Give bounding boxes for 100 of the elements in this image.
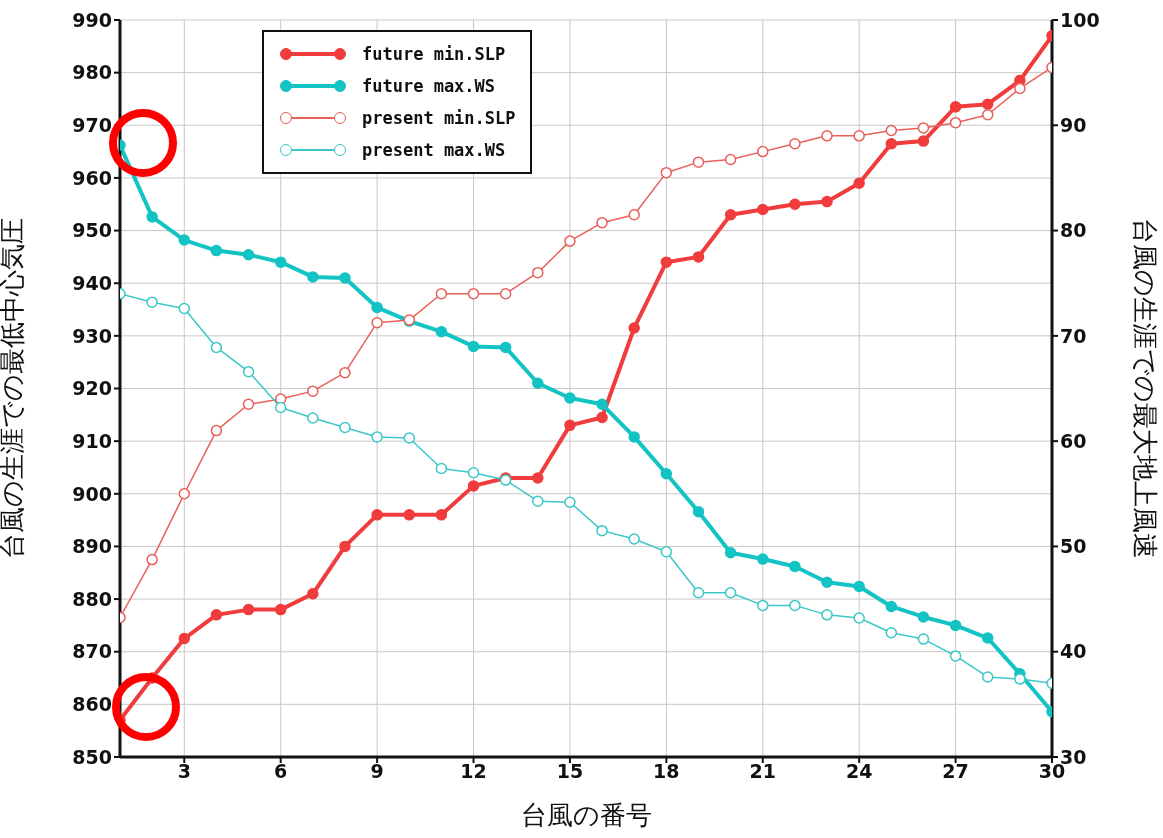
point bbox=[339, 540, 351, 553]
point bbox=[371, 316, 383, 329]
point bbox=[628, 322, 640, 334]
point bbox=[532, 377, 544, 389]
point bbox=[210, 244, 223, 257]
point bbox=[210, 609, 223, 621]
x-tick-label: 3 bbox=[177, 760, 191, 783]
point bbox=[564, 235, 576, 247]
legend-label: future min.SLP bbox=[362, 44, 506, 64]
point bbox=[885, 627, 898, 639]
point bbox=[307, 271, 319, 283]
point bbox=[274, 256, 287, 268]
x-axis-title: 台風の番号 bbox=[520, 800, 652, 830]
y-tick-label: 910 bbox=[72, 429, 112, 452]
x-tick-label: 9 bbox=[370, 760, 384, 783]
point bbox=[435, 287, 448, 300]
point bbox=[949, 101, 962, 113]
y-axis-title: 台風の生涯での最低中心気圧 bbox=[0, 218, 28, 559]
point bbox=[885, 600, 898, 613]
legend-label: present min.SLP bbox=[362, 108, 516, 128]
point bbox=[210, 424, 223, 437]
y-tick-label: 920 bbox=[72, 377, 112, 400]
point bbox=[789, 560, 801, 573]
point bbox=[660, 468, 673, 480]
point bbox=[596, 216, 608, 229]
point bbox=[853, 177, 865, 189]
point bbox=[274, 603, 287, 616]
point bbox=[499, 341, 512, 354]
x-tick-label: 18 bbox=[653, 760, 680, 783]
point bbox=[564, 419, 576, 432]
point bbox=[821, 576, 833, 588]
x-tick-label: 12 bbox=[460, 760, 487, 783]
y2-tick-label: 80 bbox=[1060, 219, 1087, 242]
point bbox=[596, 411, 608, 424]
point bbox=[242, 398, 255, 411]
point bbox=[981, 671, 994, 683]
point bbox=[532, 495, 544, 507]
point bbox=[178, 488, 191, 500]
point bbox=[1014, 673, 1026, 685]
point bbox=[532, 472, 544, 484]
point bbox=[724, 209, 737, 221]
point bbox=[564, 496, 576, 508]
y-tick-label: 850 bbox=[72, 745, 112, 768]
y-tick-label: 980 bbox=[72, 61, 112, 84]
point bbox=[917, 122, 930, 134]
point bbox=[628, 209, 640, 221]
x-tick-label: 21 bbox=[749, 760, 776, 783]
point bbox=[757, 599, 769, 612]
y2-tick-label: 70 bbox=[1060, 324, 1087, 347]
point bbox=[917, 611, 930, 623]
point bbox=[853, 130, 865, 142]
point bbox=[178, 302, 191, 315]
point bbox=[885, 137, 898, 150]
point bbox=[467, 287, 480, 300]
point bbox=[339, 272, 351, 284]
point bbox=[660, 545, 673, 558]
point bbox=[917, 135, 930, 147]
point bbox=[532, 266, 544, 279]
y-tick-label: 930 bbox=[72, 324, 112, 347]
point bbox=[596, 398, 608, 411]
y2-tick-label: 90 bbox=[1060, 114, 1087, 137]
x-tick-label: 15 bbox=[556, 760, 584, 783]
point bbox=[692, 587, 705, 599]
point bbox=[242, 249, 255, 261]
point bbox=[596, 524, 608, 537]
point bbox=[146, 553, 158, 566]
point bbox=[692, 505, 705, 518]
y2-tick-label: 60 bbox=[1060, 429, 1087, 452]
legend-label: future max.WS bbox=[362, 76, 496, 96]
point bbox=[853, 580, 865, 593]
point bbox=[917, 633, 930, 645]
point bbox=[789, 599, 801, 612]
point bbox=[403, 509, 415, 521]
point bbox=[307, 412, 319, 424]
point bbox=[435, 325, 448, 338]
point bbox=[981, 98, 994, 110]
point bbox=[307, 588, 319, 600]
point bbox=[435, 509, 448, 521]
point bbox=[628, 533, 640, 545]
point bbox=[499, 287, 512, 300]
point bbox=[178, 632, 191, 645]
point bbox=[757, 553, 769, 565]
point bbox=[757, 203, 769, 216]
y2-tick-label: 40 bbox=[1060, 640, 1087, 663]
point bbox=[371, 509, 383, 521]
x-tick-label: 24 bbox=[845, 760, 873, 783]
point bbox=[724, 587, 737, 599]
y-tick-label: 870 bbox=[72, 640, 112, 663]
point bbox=[146, 296, 158, 308]
legend-label: present max.WS bbox=[362, 140, 506, 160]
y-tick-label: 970 bbox=[72, 114, 112, 137]
point bbox=[210, 341, 223, 354]
point bbox=[949, 116, 962, 129]
point bbox=[242, 365, 255, 378]
point bbox=[467, 340, 480, 353]
point bbox=[821, 609, 833, 621]
point bbox=[242, 603, 255, 616]
point bbox=[564, 392, 576, 404]
point bbox=[435, 462, 448, 475]
point bbox=[949, 650, 962, 662]
